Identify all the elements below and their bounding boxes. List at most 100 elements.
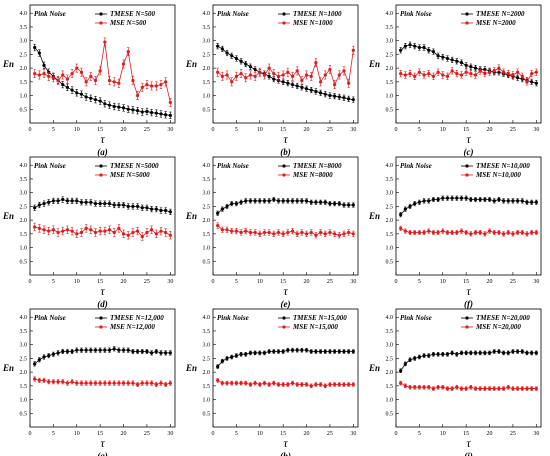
data-point [89, 381, 93, 385]
data-point [501, 199, 506, 203]
series-line [400, 351, 537, 371]
data-point [323, 92, 327, 96]
data-point [441, 229, 445, 233]
data-point [464, 63, 468, 67]
data-point [239, 72, 243, 76]
data-point [159, 229, 163, 233]
data-point [47, 354, 51, 358]
data-point [70, 229, 74, 233]
x-tick-label: 25 [510, 279, 516, 285]
data-point [220, 47, 224, 51]
data-point [258, 232, 262, 236]
legend-swatch-marker [282, 173, 286, 177]
data-point [473, 73, 478, 77]
data-point [65, 77, 70, 81]
data-point [262, 381, 267, 385]
data-point [342, 382, 346, 387]
data-point [272, 232, 276, 236]
data-point [79, 348, 84, 352]
y-tick-label: 1.5 [386, 232, 394, 238]
series-tmese [216, 197, 355, 216]
data-point [253, 381, 257, 385]
data-point [281, 73, 285, 77]
data-point [516, 230, 520, 235]
data-point [351, 98, 355, 102]
data-point [290, 381, 295, 385]
data-point [253, 351, 257, 355]
data-point [272, 72, 276, 76]
data-point [525, 80, 529, 84]
data-point [445, 230, 450, 235]
data-point [511, 349, 515, 354]
data-point [445, 352, 450, 356]
plot-frame [395, 308, 542, 428]
series-line [34, 199, 171, 213]
data-point [431, 197, 436, 202]
data-point [65, 381, 70, 385]
data-point [258, 199, 262, 203]
data-point [342, 203, 346, 207]
x-tick-label: 10 [257, 279, 263, 285]
data-point [159, 381, 163, 385]
x-tick-label: 15 [97, 127, 103, 133]
data-point [422, 385, 426, 389]
data-point [140, 206, 144, 210]
data-point [441, 352, 445, 356]
data-point [450, 351, 454, 355]
data-point [450, 58, 454, 62]
x-tick-label: 25 [144, 431, 150, 437]
y-tick-label: 0.5 [203, 411, 211, 417]
data-point [295, 84, 299, 88]
data-point [511, 386, 515, 391]
data-point [42, 202, 46, 206]
data-point [239, 59, 243, 63]
data-point [84, 226, 88, 230]
data-point [230, 80, 234, 84]
data-point [61, 380, 65, 384]
series-line [34, 348, 171, 365]
panel-label: (e) [281, 299, 291, 309]
data-point [422, 45, 426, 50]
data-point [107, 381, 112, 385]
data-point [154, 111, 158, 115]
y-tick-label: 1.0 [20, 398, 28, 404]
data-point [290, 229, 295, 233]
data-point [431, 74, 436, 78]
data-point [295, 69, 299, 73]
series-mse [399, 380, 538, 391]
x-tick-label: 25 [327, 431, 333, 437]
data-point [33, 72, 37, 76]
data-point [473, 197, 478, 202]
data-point [234, 354, 238, 358]
data-point [525, 386, 529, 391]
data-point [103, 102, 107, 106]
x-tick-label: 20 [487, 431, 493, 437]
series-line [400, 228, 537, 235]
data-point [520, 230, 524, 235]
data-point [455, 385, 459, 389]
data-point [126, 50, 130, 54]
data-point [478, 197, 482, 202]
legend-swatch-marker [465, 21, 469, 25]
series-mse [216, 222, 355, 239]
data-point [70, 380, 74, 384]
data-point [159, 208, 163, 213]
series-mse [33, 222, 172, 241]
series-mse [33, 37, 172, 107]
x-tick-label: 5 [52, 127, 55, 133]
data-point [79, 70, 84, 74]
y-tick-label: 4.0 [20, 11, 28, 17]
data-point [333, 202, 337, 206]
data-point [436, 385, 440, 389]
data-point [75, 91, 79, 95]
data-point [37, 358, 41, 362]
data-point [333, 349, 337, 354]
data-point [145, 82, 149, 87]
data-point [84, 348, 88, 352]
y-tick-label: 2.0 [386, 218, 394, 224]
data-point [487, 197, 492, 202]
data-point [220, 74, 224, 78]
y-tick-label: 4.0 [203, 11, 211, 17]
data-point [417, 70, 421, 74]
data-point [145, 381, 149, 385]
